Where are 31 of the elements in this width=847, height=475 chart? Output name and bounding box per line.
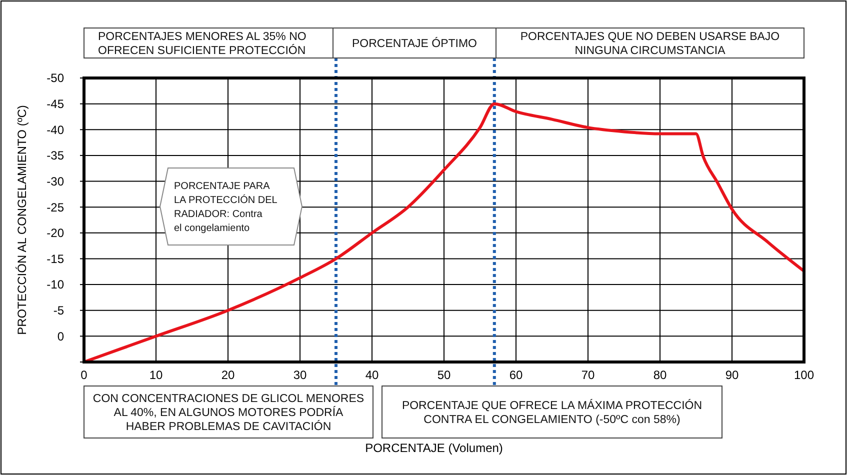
text: PORCENTAJE ÓPTIMO (352, 37, 478, 50)
text: PORCENTAJE QUE OFRECE LA MÁXIMA PROTECCIÓN CONTRA EL CONGELAMIENTO (-50ºC con 58%) (402, 399, 702, 426)
line-series (82, 102, 806, 364)
x-tick-label: 10 (149, 368, 163, 382)
x-tick-label: 90 (725, 368, 739, 382)
y-tick-label: -15 (46, 252, 64, 266)
text: PORCENTAJES MENORES AL 35% NO OFRECEN SUFICIENTE PROTECCIÓN (98, 31, 306, 58)
x-tick-label: 30 (293, 368, 307, 382)
x-tick-label: 40 (365, 368, 379, 382)
x-tick-label: 0 (80, 368, 88, 382)
text: CON CONCENTRACIONES DE GLICOL MENORES AL 40%, EN ALGUNOS MOTORES PODRÍA HABER PROBLEMAS DE CAVITACIÓN (92, 393, 364, 434)
y-tick-label: -45 (46, 97, 64, 112)
y-tick-label: -10 (46, 278, 64, 292)
y-tick-label: -30 (46, 174, 64, 188)
y-axis-title: PROTECCIÓN AL CONGELAMIENTO (ºC) (15, 105, 29, 335)
x-tick-label: 50 (437, 368, 451, 382)
y-tick-label: 0 (57, 329, 64, 344)
y-tick-label: -20 (46, 226, 64, 240)
y-tick-label: -50 (46, 71, 64, 86)
x-tick-label: 100 (794, 368, 814, 382)
y-tick-label: -25 (46, 200, 64, 214)
y-tick-label: -35 (46, 148, 64, 163)
text: PORCENTAJES QUE NO DEBEN USARSE BAJO NINGUNA CIRCUMSTANCIA (520, 31, 780, 58)
annotation: PORCENTAJE PARA LA PROTECCIÓN DEL RADIADOR: Contra el congelamiento (174, 181, 278, 234)
y-tick-label: -5 (53, 304, 64, 318)
x-tick-label: 70 (581, 368, 595, 382)
x-tick-label: 20 (221, 368, 235, 382)
x-axis-title: PORCENTAJE (Volumen) (365, 441, 503, 455)
y-tick-label: -40 (46, 122, 64, 137)
x-tick-label: 60 (509, 368, 523, 382)
x-tick-label: 80 (653, 368, 667, 382)
